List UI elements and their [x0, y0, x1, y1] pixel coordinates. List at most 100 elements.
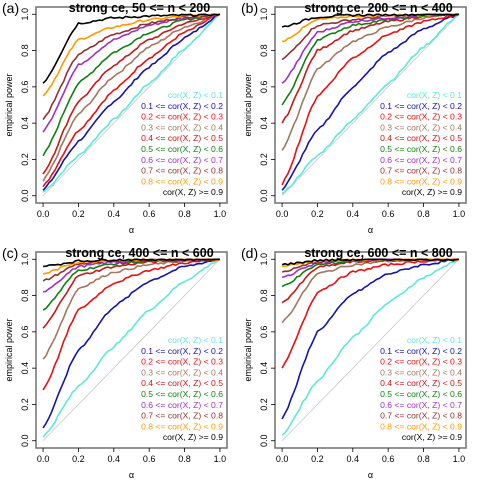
legend-entry: 0.5 <= cor(X, Z) < 0.6	[380, 144, 462, 154]
series-line	[281, 258, 460, 436]
panel-a: 0.0 0.2 0.4 0.6 0.8 1.0 0.0 0.2 0.4 0.6 0.8 1.0 α emp…	[2, 0, 228, 235]
legend-entry: 0.8 <= cor(X, Z) < 0.9	[141, 176, 223, 186]
x-tick-label: 0.4	[108, 209, 121, 219]
panel-title: strong ce, 400 <= n < 600	[65, 246, 213, 260]
legend-entry: 0.8 <= cor(X, Z) < 0.9	[141, 421, 223, 431]
x-axis-label: α	[129, 470, 134, 480]
legend-entry: 0.2 <= cor(X, Z) < 0.3	[141, 112, 223, 122]
legend-entry: 0.5 <= cor(X, Z) < 0.6	[141, 144, 223, 154]
series-line	[43, 258, 220, 268]
y-tick-label: 1.0	[20, 253, 30, 266]
panel-title: strong ce, 200 <= n < 400	[304, 1, 452, 15]
legend-entry: 0.5 <= cor(X, Z) < 0.6	[380, 389, 462, 399]
panel-c: 0.0 0.2 0.4 0.6 0.8 1.0 0.0 0.2 0.4 0.6 0.8 1.0 α emp…	[2, 245, 228, 480]
x-tick-label: 0.0	[37, 209, 50, 219]
legend-entry: 0.3 <= cor(X, Z) < 0.4	[141, 122, 223, 132]
series-line	[42, 258, 221, 438]
panel-d: 0.0 0.2 0.4 0.6 0.8 1.0 0.0 0.2 0.4 0.6 0.8 1.0 α emp…	[241, 245, 467, 480]
x-tick-label: 0.0	[276, 454, 289, 464]
x-tick-label: 0.2	[311, 454, 324, 464]
panel-tag: (b)	[241, 0, 258, 16]
legend-entry: 0.5 <= cor(X, Z) < 0.6	[141, 389, 223, 399]
legend-entry: 0.7 <= cor(X, Z) < 0.8	[141, 166, 223, 176]
legend-entry: 0.2 <= cor(X, Z) < 0.3	[141, 357, 223, 367]
series-line	[42, 13, 221, 120]
x-tick-label: 1.0	[214, 454, 227, 464]
y-axis-label: empirical power	[4, 73, 14, 136]
y-tick-label: 0.6	[259, 326, 269, 339]
reference-diagonal	[281, 258, 460, 442]
legend-entry: cor(X, Z) >= 0.9	[402, 187, 462, 197]
series-line	[42, 13, 220, 175]
x-tick-label: 0.0	[276, 209, 289, 219]
legend-entry: 0.6 <= cor(X, Z) < 0.7	[141, 400, 223, 410]
x-tick-label: 0.8	[178, 454, 191, 464]
reference-diagonal	[42, 258, 221, 442]
reference-diagonal	[281, 13, 460, 197]
series-line	[42, 258, 220, 391]
plot-frame	[274, 6, 467, 204]
panel-tag: (d)	[241, 245, 258, 261]
y-tick-label: 0.8	[259, 289, 269, 302]
series-line	[282, 13, 459, 43]
legend-entry: 0.1 <= cor(X, Z) < 0.2	[141, 101, 223, 111]
y-tick-label: 0.6	[20, 81, 30, 94]
x-axis-label: α	[368, 470, 373, 480]
y-tick-label: 0.2	[20, 398, 30, 411]
y-tick-label: 0.6	[20, 326, 30, 339]
x-tick-label: 0.6	[382, 209, 395, 219]
y-tick-label: 0.0	[259, 434, 269, 447]
x-tick-label: 1.0	[453, 209, 466, 219]
x-tick-label: 0.4	[347, 454, 360, 464]
panel-title: strong ce, 600 <= n < 800	[304, 246, 452, 260]
x-tick-label: 0.8	[417, 454, 430, 464]
panel-b: 0.0 0.2 0.4 0.6 0.8 1.0 0.0 0.2 0.4 0.6 0.8 1.0 α emp…	[241, 0, 467, 235]
y-tick-label: 0.2	[259, 398, 269, 411]
legend-entry: 0.4 <= cor(X, Z) < 0.5	[141, 378, 223, 388]
x-tick-label: 0.4	[108, 454, 121, 464]
plot-frame	[274, 251, 467, 449]
x-axis-label: α	[129, 225, 134, 235]
x-tick-label: 0.2	[311, 209, 324, 219]
legend-entry: 0.8 <= cor(X, Z) < 0.9	[380, 176, 462, 186]
x-tick-label: 1.0	[453, 454, 466, 464]
series-line	[281, 13, 460, 186]
series-line	[42, 13, 220, 97]
legend-entry: 0.6 <= cor(X, Z) < 0.7	[141, 155, 223, 165]
y-tick-label: 0.8	[20, 289, 30, 302]
legend-entry: cor(X, Z) < 0.1	[407, 90, 462, 100]
x-tick-label: 0.0	[37, 454, 50, 464]
x-tick-label: 0.4	[347, 209, 360, 219]
y-tick-label: 1.0	[20, 8, 30, 21]
series-line	[42, 13, 221, 84]
panel-tag: (c)	[2, 245, 18, 261]
y-tick-label: 0.6	[259, 81, 269, 94]
legend-entry: cor(X, Z) < 0.1	[407, 335, 462, 345]
legend-entry: 0.7 <= cor(X, Z) < 0.8	[380, 411, 462, 421]
x-axis-label: α	[368, 225, 373, 235]
legend-entry: 0.1 <= cor(X, Z) < 0.2	[141, 346, 223, 356]
y-tick-label: 0.8	[259, 44, 269, 57]
legend-entry: cor(X, Z) >= 0.9	[402, 432, 462, 442]
y-tick-label: 1.0	[259, 253, 269, 266]
y-tick-label: 0.4	[259, 117, 269, 130]
series-line	[42, 13, 221, 182]
y-tick-label: 0.0	[259, 189, 269, 202]
series-line	[281, 258, 459, 266]
legend-entry: 0.7 <= cor(X, Z) < 0.8	[141, 411, 223, 421]
legend-entry: cor(X, Z) >= 0.9	[163, 432, 223, 442]
series-line	[42, 13, 221, 191]
y-tick-label: 0.0	[20, 189, 30, 202]
legend-entry: 0.4 <= cor(X, Z) < 0.5	[141, 133, 223, 143]
legend-entry: 0.4 <= cor(X, Z) < 0.5	[380, 378, 462, 388]
x-tick-label: 0.2	[72, 209, 85, 219]
legend-entry: 0.1 <= cor(X, Z) < 0.2	[380, 101, 462, 111]
x-tick-label: 0.6	[382, 454, 395, 464]
y-axis-label: empirical power	[4, 318, 14, 381]
y-axis-label: empirical power	[243, 318, 253, 381]
x-tick-label: 0.8	[178, 209, 191, 219]
x-tick-label: 0.6	[143, 454, 156, 464]
panel-tag: (a)	[2, 0, 19, 16]
y-tick-label: 0.4	[20, 117, 30, 130]
